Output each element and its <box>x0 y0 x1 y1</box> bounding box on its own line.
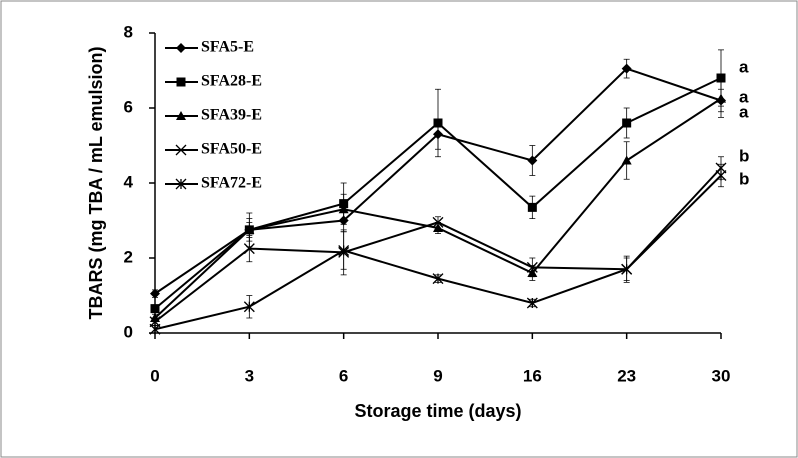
marker <box>526 297 538 309</box>
y-tick-label: 0 <box>124 322 133 341</box>
marker-shape <box>175 178 187 190</box>
marker-shape <box>243 301 255 313</box>
marker-shape <box>150 304 160 314</box>
x-tick-label: 23 <box>617 366 636 385</box>
x-tick-label: 6 <box>339 366 348 385</box>
marker-shape <box>432 273 444 285</box>
legend-marker <box>176 43 186 53</box>
marker-shape <box>527 202 537 212</box>
legend-marker <box>176 111 186 120</box>
marker-shape <box>338 204 349 214</box>
x-tick-label: 16 <box>523 366 542 385</box>
annotation: b <box>739 146 749 165</box>
x-axis-title: Storage time (days) <box>354 401 521 421</box>
y-tick-label: 4 <box>124 172 134 191</box>
legend-label: SFA5-E <box>201 39 254 56</box>
marker-shape <box>621 63 632 74</box>
marker-shape <box>432 216 444 228</box>
marker-shape <box>622 118 632 128</box>
x-tick-label: 9 <box>433 366 442 385</box>
marker <box>150 288 160 299</box>
marker <box>338 245 350 256</box>
legend-label: SFA72-E <box>201 175 262 192</box>
marker-shape <box>433 118 443 128</box>
marker <box>527 155 538 166</box>
marker <box>432 273 444 285</box>
marker <box>622 118 632 128</box>
marker-shape <box>176 111 186 120</box>
marker <box>716 93 726 103</box>
marker-shape <box>176 77 186 87</box>
marker-shape <box>175 144 187 156</box>
marker <box>621 263 633 275</box>
x-tick-label: 30 <box>712 366 731 385</box>
legend-marker <box>176 77 186 87</box>
marker-shape <box>149 323 161 335</box>
annotation: a <box>739 102 749 121</box>
marker <box>338 204 349 214</box>
marker-shape <box>716 73 726 83</box>
marker <box>243 301 255 313</box>
marker-shape <box>150 288 160 299</box>
legend-marker <box>175 178 187 190</box>
annotation: b <box>739 169 749 188</box>
legend-label: SFA39-E <box>201 107 262 124</box>
marker <box>526 261 538 273</box>
marker-shape <box>244 224 255 234</box>
marker <box>432 216 444 228</box>
marker-shape <box>526 261 538 273</box>
marker <box>150 304 160 314</box>
marker-shape <box>243 243 255 255</box>
marker <box>621 63 632 74</box>
marker <box>149 323 161 335</box>
annotation: a <box>739 87 749 106</box>
marker-shape <box>621 263 633 275</box>
marker-shape <box>716 93 726 103</box>
marker <box>433 118 443 128</box>
legend-label: SFA28-E <box>201 73 262 90</box>
legend-marker <box>175 144 187 156</box>
marker-shape <box>338 245 350 256</box>
marker <box>715 170 727 181</box>
annotation: a <box>739 57 749 76</box>
y-tick-label: 8 <box>124 22 133 41</box>
y-tick-label: 6 <box>124 97 133 116</box>
marker <box>244 224 255 234</box>
y-tick-label: 2 <box>124 247 133 266</box>
marker <box>621 155 632 165</box>
legend-label: SFA50-E <box>201 141 262 158</box>
marker-shape <box>176 43 186 53</box>
marker <box>716 73 726 83</box>
marker <box>527 202 537 212</box>
marker-shape <box>715 170 727 181</box>
y-axis-title: TBARS (mg TBA / mL emulsion) <box>86 46 106 319</box>
marker-shape <box>526 297 538 309</box>
marker-shape <box>527 155 538 166</box>
x-tick-label: 0 <box>150 366 159 385</box>
marker <box>243 243 255 255</box>
marker-shape <box>621 155 632 165</box>
x-tick-label: 3 <box>245 366 254 385</box>
